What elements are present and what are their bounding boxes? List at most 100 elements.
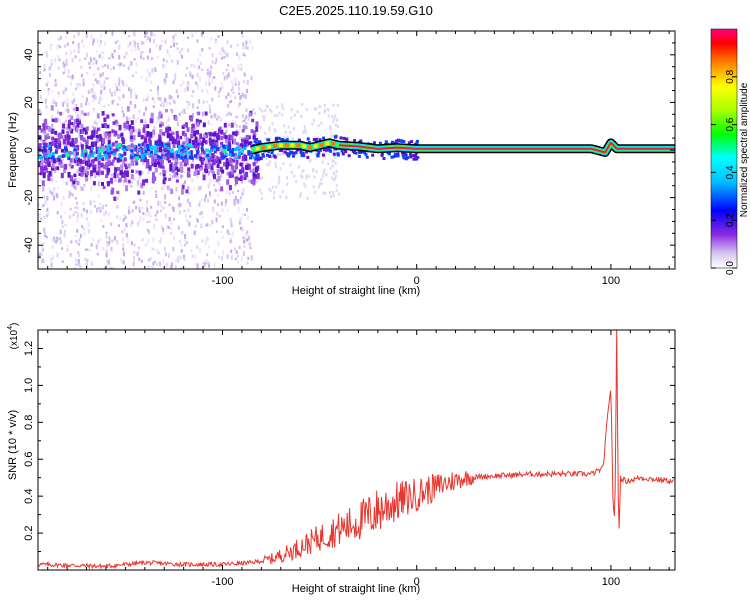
- spectrogram-cell: [176, 154, 180, 157]
- spectrogram-cell: [184, 180, 186, 185]
- spectrogram-cell: [64, 36, 67, 39]
- spectrogram-cell: [228, 137, 231, 144]
- spectrogram-cell: [239, 136, 242, 141]
- spectrogram-cell: [103, 164, 107, 170]
- spectrogram-cell: [241, 114, 244, 118]
- spectrogram-cell: [332, 120, 335, 124]
- spectrogram-cell: [112, 152, 116, 156]
- spectrogram-cell: [96, 50, 99, 53]
- spectrogram-cell: [241, 34, 244, 38]
- spectrogram-cell: [204, 240, 207, 246]
- spectrogram-cell: [162, 102, 165, 108]
- spectrogram-cell: [101, 111, 105, 116]
- spectrogram-cell: [228, 185, 232, 191]
- spectrogram-cell: [172, 35, 175, 40]
- spectrogram-cell: [112, 66, 115, 70]
- spectrogram-cell: [235, 78, 238, 84]
- spectrogram-cell: [261, 115, 264, 119]
- spectrogram-cell: [132, 200, 135, 204]
- spectrogram-cell: [84, 257, 87, 261]
- spectrogram-cell: [175, 130, 179, 135]
- spectrogram-cell: [148, 72, 151, 77]
- spectrogram-cell: [162, 231, 165, 235]
- spectrogram-cell: [40, 166, 44, 172]
- spectrogram-cell: [261, 152, 265, 156]
- spectrogram-cell: [319, 105, 322, 108]
- ridge-blob: [135, 156, 140, 161]
- spectrogram-cell: [209, 193, 212, 198]
- spectrogram-cell: [64, 147, 68, 153]
- spectrogram-cell: [101, 157, 105, 162]
- spectrogram-cell: [64, 87, 67, 91]
- spectrogram-cell: [247, 117, 250, 121]
- spectrogram-cell: [97, 160, 101, 166]
- spectrogram-cell: [159, 162, 163, 169]
- spectrogram-cell: [208, 170, 210, 176]
- spectrogram-cell: [412, 157, 416, 161]
- spectrogram-cell: [246, 230, 249, 235]
- spectrogram-cell: [58, 132, 61, 138]
- spectrogram-cell: [335, 174, 337, 178]
- spectrogram-cell: [309, 159, 312, 162]
- spectrogram-cell: [142, 161, 145, 165]
- spectrogram-cell: [333, 151, 335, 154]
- spectrogram-cell: [87, 145, 91, 150]
- spectrogram-cell: [80, 73, 83, 78]
- spectrogram-cell: [208, 191, 211, 196]
- spectrogram-cell: [230, 112, 233, 116]
- spectrogram-cell: [105, 165, 109, 171]
- spectrogram-cell: [93, 167, 96, 173]
- spectrogram-cell: [178, 146, 181, 150]
- spectrogram-cell: [246, 88, 249, 94]
- spectrogram-cell: [226, 208, 229, 212]
- spectrogram-cell: [196, 245, 199, 250]
- spectrogram-cell: [214, 145, 217, 149]
- spectrogram-cell: [159, 200, 161, 204]
- spectrogram-cell: [76, 144, 80, 151]
- spectrogram-cell: [338, 192, 341, 196]
- spectrogram-cell: [184, 87, 186, 93]
- spectrogram-cell: [84, 160, 88, 166]
- spectrogram-cell: [160, 156, 164, 163]
- spectrogram-cell: [183, 135, 186, 141]
- spectrogram-cell: [185, 137, 189, 143]
- spectrogram-cell: [213, 173, 216, 180]
- ridge-blob: [296, 143, 301, 148]
- x-tick-label: 0: [414, 576, 420, 588]
- spectrogram-cell: [55, 83, 58, 87]
- spectrogram-cell: [227, 111, 230, 115]
- spectrogram-cell: [105, 139, 108, 143]
- spectrogram-cell: [89, 149, 93, 153]
- spectrogram-cell: [130, 174, 134, 180]
- spectrogram-cell: [384, 140, 388, 144]
- spectrogram-cell: [158, 139, 162, 143]
- spectrogram-cell: [267, 149, 271, 153]
- spectrogram-cell: [236, 130, 240, 135]
- spectrogram-cell: [108, 236, 111, 241]
- spectrogram-cell: [163, 155, 167, 159]
- spectrogram-cell: [40, 245, 43, 251]
- spectrogram-cell: [38, 254, 41, 259]
- spectrogram-cell: [107, 144, 111, 151]
- spectrogram-cell: [85, 144, 89, 150]
- spectrogram-cell: [180, 54, 183, 58]
- spectrogram-cell: [155, 218, 158, 221]
- spectrogram-cell: [52, 166, 56, 171]
- spectrogram-cell: [140, 54, 142, 59]
- spectrogram-cell: [225, 52, 228, 58]
- ridge-blob: [331, 141, 336, 146]
- spectrogram-cell: [121, 63, 124, 66]
- spectrogram-cell: [234, 184, 237, 187]
- spectrogram-cell: [223, 122, 227, 128]
- spectrogram-cell: [168, 177, 172, 181]
- spectrogram-cell: [243, 54, 246, 57]
- spectrogram-cell: [122, 31, 125, 36]
- spectrogram-cell: [46, 53, 48, 58]
- spectrogram-cell: [64, 230, 66, 233]
- spectrogram-cell: [82, 151, 85, 156]
- spectrogram-cell: [222, 144, 225, 148]
- spectrogram-cell: [86, 259, 89, 263]
- spectrogram-cell: [242, 188, 245, 194]
- spectrogram-cell: [246, 81, 249, 84]
- spectrogram-cell: [187, 167, 191, 172]
